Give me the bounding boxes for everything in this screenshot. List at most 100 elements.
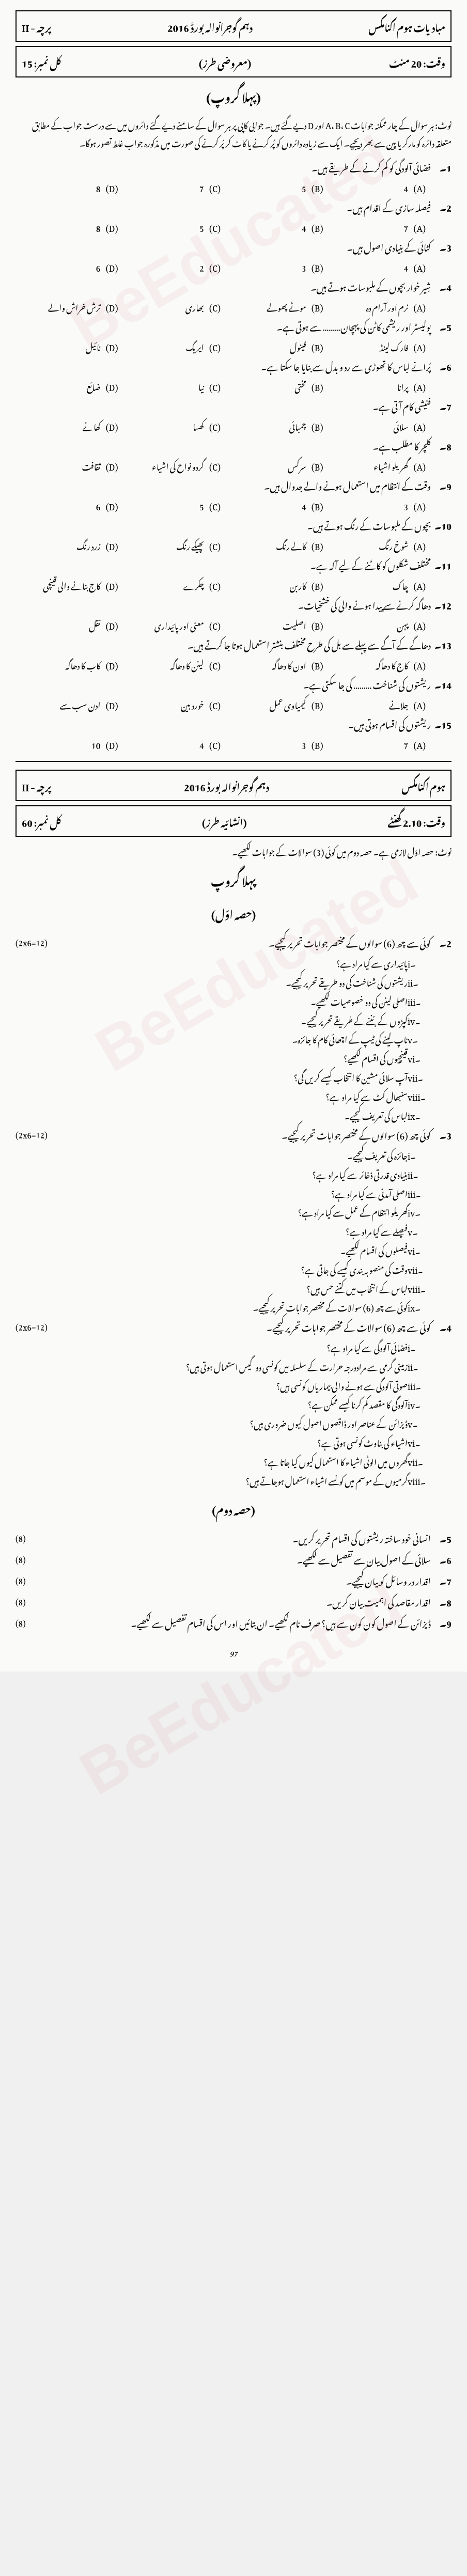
mcq-option: (D) نقل [15, 616, 118, 634]
sub-text: اشیاء کی بناوٹ کونسی ہوتی ہے؟ [317, 1432, 408, 1451]
sub-text: وقت کی منصوبہ بندی کیسے کی جاتی ہے؟ [301, 1259, 408, 1278]
mcq-option: (B) فینول [221, 337, 323, 355]
mcq-option: (A) 4 [323, 178, 426, 196]
sub-text: لباس کے انتخاب میں کتنے حس ہیں؟ [306, 1278, 408, 1298]
lq-num: 6۔ [431, 1549, 452, 1570]
lq-text: ڈیزائن کے اصول کون کون سے ہیں؟ صرف نام ل… [62, 1612, 431, 1633]
lq-marks: (8) [15, 1570, 62, 1591]
sub-num: vi۔ [408, 1432, 431, 1451]
mcq-options: (A) 4(B) 5(C) 7(D) 8 [15, 178, 452, 196]
type-2: (انشائیہ طرز) [202, 809, 246, 833]
sub-text: صوتی آلودگی سے ہونے والی بیماریاں کونسی … [276, 1376, 408, 1395]
sub-text: آپ سلائی مشین کا انتخاب کیسے کریں گی؟ [294, 1067, 408, 1086]
sub-text: فضائی آلودگی سے کیا مراد ہے؟ [326, 1337, 408, 1356]
lq-num: 9۔ [431, 1612, 452, 1633]
mcq-option: (D) کھانے [15, 417, 118, 435]
mcq-options: (A) نرم اور آرام دہ(B) موٹے پھولے(C) بھا… [15, 298, 452, 316]
mcq-text: پولیسٹر اور ریشمی کاٹن کی پہچان……… سے ہو… [15, 316, 431, 337]
mcq-text: ریشتوں کی اقسام ہوتی ہیں۔ [15, 713, 431, 735]
mcq-option: (C) گردو نواح کی اشیاء [118, 457, 221, 475]
mcq-option: (B) کالے رنگ [221, 536, 323, 554]
lq-text: انسانی خود ساختہ ریشتوں کی اقسام تحریر ک… [62, 1527, 431, 1549]
mcq-option: (B) سرکس [221, 457, 323, 475]
sub-num: ix۔ [408, 1105, 431, 1125]
sub-num: v۔ [408, 1221, 431, 1240]
mcq-question: 6۔پُرانے لباس کا تھوڑی سے رد و بدل سے بن… [15, 355, 452, 377]
mcq-options: (A) شوخ رنگ(B) کالے رنگ(C) پھیکے رنگ(D) … [15, 536, 452, 554]
sub-question: ii۔زمینی گرمی سے مراددرجہ حرارت کے سلسلہ… [15, 1356, 452, 1376]
mcq-text: مختلف شکلوں کو کاٹنے کے لیے آلہ ہے۔ [15, 554, 431, 575]
mcq-option: (C) معنی اور پائیداری [118, 616, 221, 634]
mcq-option: (C) 5 [118, 218, 221, 236]
sub-question: vi۔فیصلوں کی اقسام لکھیے۔ [15, 1240, 452, 1259]
mcq-option: (D) ضائع [15, 377, 118, 395]
mcq-num: 8۔ [431, 435, 452, 456]
sub-num: viii۔ [408, 1471, 431, 1490]
mcq-question: 5۔پولیسٹر اور ریشمی کاٹن کی پہچان……… سے … [15, 316, 452, 337]
mcq-text: بچوں کے ملبوسات کے رنگ ہوتے ہیں۔ [15, 514, 431, 536]
mcq-question: 7۔فنیشی کام آتی ہے۔ [15, 395, 452, 417]
mcq-option: (D) ثقافت [15, 457, 118, 475]
sub-num: iv۔ [408, 1202, 431, 1221]
board: دہم گوجرانوالہ بورڈ 2016 [167, 14, 253, 38]
sub-question: vii۔گھروں میں الوٹی اشیاء کا استعمال کیو… [15, 1451, 452, 1471]
sub-question: iii۔اصلی آمدنی سے کیا مراد ہے؟ [15, 1183, 452, 1203]
mcq-option: (D) 6 [15, 258, 118, 276]
mcq-option: (B) اون کا دھاگہ [221, 655, 323, 674]
sub-num: i۔ [408, 953, 431, 972]
mcq-option: (A) پہن [323, 616, 426, 634]
lq-num: 7۔ [431, 1570, 452, 1591]
lq-text: سلائی کے اصول بیان سے تفصیل سے لکھیے۔ [62, 1549, 431, 1570]
mcq-option: (C) 2 [118, 258, 221, 276]
sub-text: قینچیوں کی اقسام لکھیے؟ [344, 1048, 408, 1067]
mcq-option: (A) 7 [323, 735, 426, 753]
mcq-num: 4۔ [431, 276, 452, 297]
q-num: 4۔ [431, 1316, 452, 1337]
mcq-option: (A) 3 [323, 496, 426, 514]
q-text: کوئی چھ (6) سوالوں کے مختصر جوابات تحریر… [62, 1124, 431, 1145]
q-text: کوئی سے چھ (6) سوالوں کے مختصر جوابات تح… [62, 932, 431, 953]
lq-marks: (8) [15, 1527, 62, 1549]
question-4: 4۔ کوئی سے چھ (6) سوالات کے مختصر جوابات… [15, 1316, 452, 1337]
sub-text: لباس کی تعریف کیجیے۔ [345, 1105, 408, 1125]
mcq-options: (A) پرانا(B) مختی(C) نیا(D) ضائع [15, 377, 452, 395]
mcq-option: (A) پرانا [323, 377, 426, 395]
mcq-option: (B) کیمیاوی عمل [221, 695, 323, 713]
mcq-num: 6۔ [431, 355, 452, 377]
mcq-option: (D) 8 [15, 218, 118, 236]
sub-num: v۔ [408, 1413, 431, 1432]
mcq-option: (C) 4 [118, 735, 221, 753]
sub-text: اصلی آمدنی سے کیا مراد ہے؟ [331, 1183, 408, 1203]
mcq-option: (C) بھاری [118, 298, 221, 316]
mcq-option: (A) چاک [323, 576, 426, 594]
sub-num: i۔ [408, 1145, 431, 1164]
sub-num: ii۔ [408, 1356, 431, 1376]
sub-question: v۔ڈیزائن کے عناصر اور ڈاقصوں اصول کیوں ض… [15, 1413, 452, 1432]
page-number: 97 [15, 1643, 452, 1661]
sub-text: جائزه کی تعریف کیجیے۔ [347, 1145, 408, 1164]
mcq-option: (D) ترش خراش والے [15, 298, 118, 316]
sub-text: بنیادی قدرتی ذخائر سے کیا مراد ہے؟ [312, 1164, 408, 1183]
sub-num: ii۔ [408, 1164, 431, 1183]
mcq-question: 13۔دھاگے کے آگے سے پہلے سے بل کی طرح مخت… [15, 634, 452, 655]
long-question: 7۔اقدار در وسائل کو بیان کیجیے۔(8) [15, 1570, 452, 1591]
mcq-question: 1۔فضائی آلودگی کو کم کرنے کے طریقے ہیں۔ [15, 157, 452, 178]
sub-question: i۔فضائی آلودگی سے کیا مراد ہے؟ [15, 1337, 452, 1356]
sub-text: گرمیوں کے موسم میں کونسے اشیاء استعمال ہ… [246, 1471, 408, 1490]
mcq-text: فنیشی کام آتی ہے۔ [15, 395, 431, 416]
sub-num: iv۔ [408, 1394, 431, 1413]
sub-question: vi۔قینچیوں کی اقسام لکھیے؟ [15, 1048, 452, 1067]
mcq-text: کٹائی کے بنیادی اصول ہیں۔ [15, 236, 431, 257]
sub-num: ix۔ [408, 1297, 431, 1316]
mcq-text: کلچر کا مطلب ہے۔ [15, 435, 431, 456]
mcq-question: 15۔ریشتوں کی اقسام ہوتی ہیں۔ [15, 713, 452, 735]
sub-text: زمینی گرمی سے مراددرجہ حرارت کے سلسلہ می… [186, 1356, 408, 1376]
sub-question: iv۔گھریلو انتظام کے عمل سے کیا مراد ہے؟ [15, 1202, 452, 1221]
sub-num: iii۔ [408, 1183, 431, 1203]
mcq-question: 11۔مختلف شکلوں کو کاٹنے کے لیے آلہ ہے۔ [15, 554, 452, 576]
mcq-option: (B) 4 [221, 218, 323, 236]
mcq-options: (A) سلائی(B) چمبائی(C) کھسا(D) کھانے [15, 417, 452, 435]
sub-text: فیصلوں کی اقسام لکھیے۔ [340, 1240, 408, 1259]
mcq-num: 14۔ [431, 674, 452, 695]
sub-text: کوئی سے چھ (6) سوالات کے مختصر جوابات تح… [253, 1297, 408, 1316]
